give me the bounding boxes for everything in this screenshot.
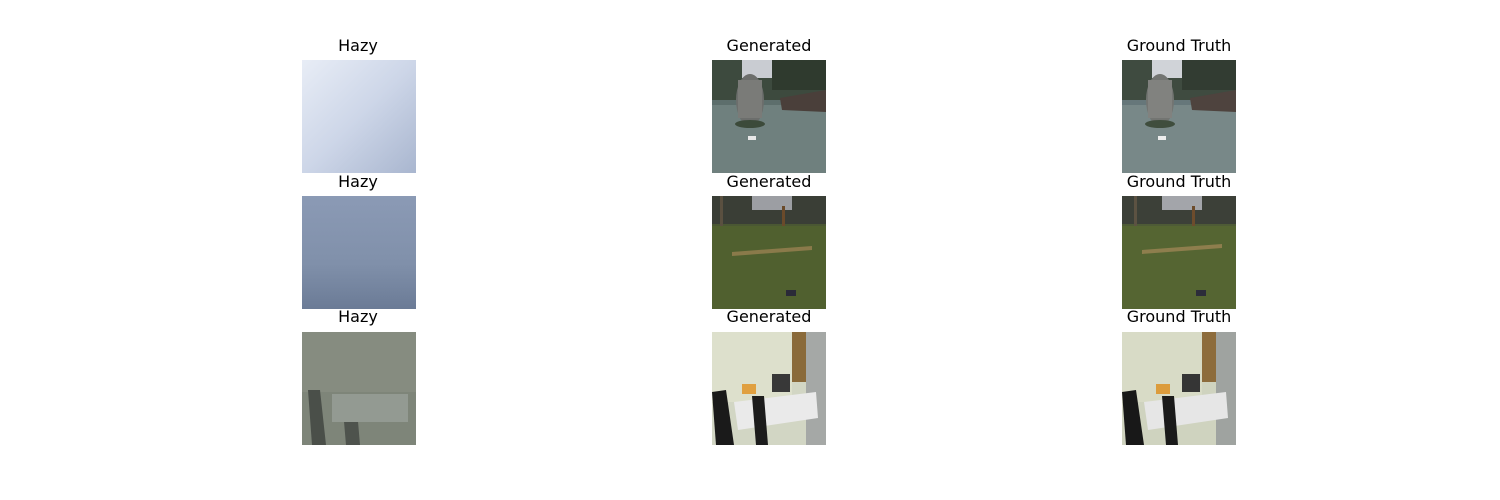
row3-ground-truth-picture bbox=[1122, 332, 1236, 445]
row1-generated-picture bbox=[712, 60, 826, 173]
row1-hazy-title: Hazy bbox=[338, 36, 378, 55]
row3-hazy-title: Hazy bbox=[338, 307, 378, 326]
row3-ground-truth-title: Ground Truth bbox=[1126, 307, 1232, 326]
row3-generated-title: Generated bbox=[726, 307, 812, 326]
row2-hazy-picture bbox=[302, 196, 416, 309]
row1-hazy-image bbox=[302, 60, 416, 173]
row3-hazy-picture bbox=[302, 332, 416, 445]
row2-ground-truth-picture bbox=[1122, 196, 1236, 309]
row1-generated-image bbox=[712, 60, 826, 173]
row2-hazy-title: Hazy bbox=[338, 172, 378, 191]
row1-generated-title: Generated bbox=[726, 36, 812, 55]
row3-generated-image bbox=[712, 332, 826, 445]
row1-ground-truth-picture bbox=[1122, 60, 1236, 173]
row1-hazy-picture bbox=[302, 60, 416, 173]
row3-generated-picture bbox=[712, 332, 826, 445]
row2-ground-truth-image bbox=[1122, 196, 1236, 309]
row1-ground-truth-image bbox=[1122, 60, 1236, 173]
row2-generated-title: Generated bbox=[726, 172, 812, 191]
row1-ground-truth-title: Ground Truth bbox=[1126, 36, 1232, 55]
row3-hazy-image bbox=[302, 332, 416, 445]
row2-generated-image bbox=[712, 196, 826, 309]
row2-ground-truth-title: Ground Truth bbox=[1126, 172, 1232, 191]
row2-generated-picture bbox=[712, 196, 826, 309]
row3-ground-truth-image bbox=[1122, 332, 1236, 445]
row2-hazy-image bbox=[302, 196, 416, 309]
